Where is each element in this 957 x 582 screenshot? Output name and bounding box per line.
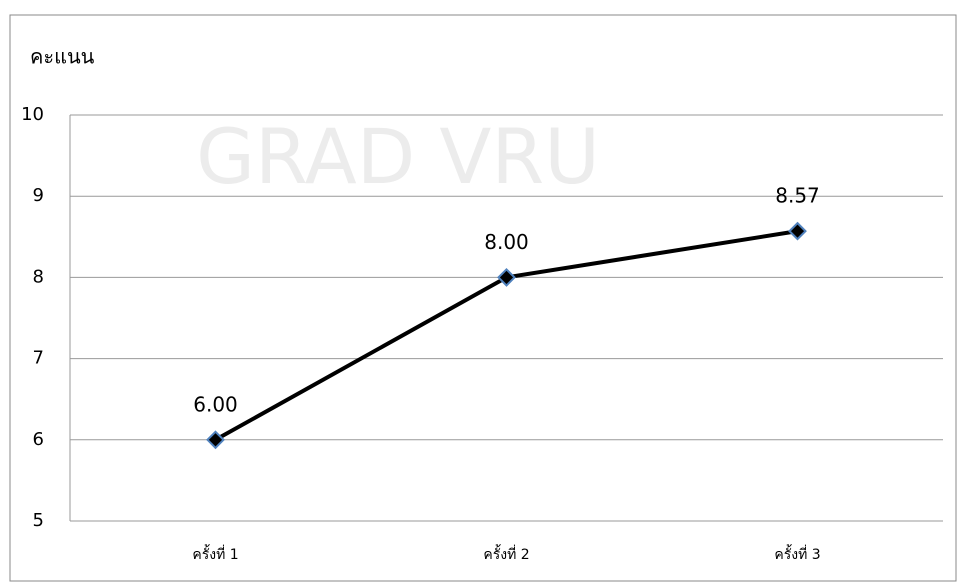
y-tick-label: 8 bbox=[33, 266, 44, 287]
marker bbox=[497, 267, 516, 287]
y-tick-label: 10 bbox=[21, 104, 44, 125]
x-tick-label: ครั้งที่ 3 bbox=[774, 544, 820, 563]
y-tick-label: 5 bbox=[33, 510, 44, 531]
x-tick-label: ครั้งที่ 2 bbox=[483, 544, 529, 563]
y-tick-label: 6 bbox=[33, 429, 44, 450]
x-tick-label: ครั้งที่ 1 bbox=[192, 544, 238, 563]
data-label: 8.00 bbox=[484, 230, 529, 254]
y-axis-title: คะแนน bbox=[30, 45, 95, 69]
marker bbox=[206, 430, 225, 450]
watermark: GRAD VRU bbox=[196, 112, 600, 201]
chart-frame bbox=[9, 14, 957, 582]
y-tick-label: 7 bbox=[33, 348, 44, 369]
data-label: 6.00 bbox=[193, 392, 238, 416]
y-tick-label: 9 bbox=[33, 185, 44, 206]
data-label: 8.57 bbox=[775, 184, 820, 208]
marker bbox=[788, 221, 807, 241]
